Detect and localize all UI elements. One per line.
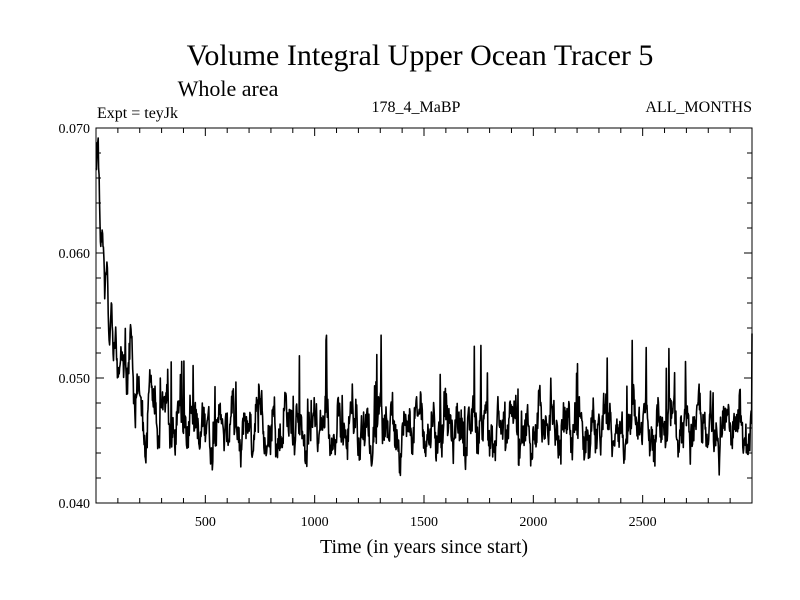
x-axis-ticks: 500 1000 1500 2000 2500 — [117, 128, 731, 530]
x-axis-label: Time (in years since start) — [320, 536, 528, 558]
y-tick-label: 0.050 — [59, 372, 91, 387]
y-axis-ticks: 0.040 0.050 0.060 0.070 — [59, 122, 752, 512]
x-tick-label: 2000 — [519, 515, 547, 530]
x-tick-label: 2500 — [629, 515, 657, 530]
right-label: ALL_MONTHS — [645, 99, 752, 116]
x-tick-label: 1500 — [410, 515, 438, 530]
chart-title: Volume Integral Upper Ocean Tracer 5 — [187, 39, 654, 72]
series-line — [95, 137, 753, 477]
y-tick-label: 0.060 — [59, 247, 91, 262]
center-label: 178_4_MaBP — [372, 99, 461, 116]
plot-frame — [95, 127, 753, 504]
expt-label: Expt = teyJk — [97, 105, 178, 122]
x-tick-label: 500 — [195, 515, 216, 530]
y-tick-label: 0.070 — [59, 122, 91, 137]
y-tick-label: 0.040 — [59, 497, 91, 512]
x-tick-label: 1000 — [301, 515, 329, 530]
chart-subtitle: Whole area — [178, 76, 279, 101]
